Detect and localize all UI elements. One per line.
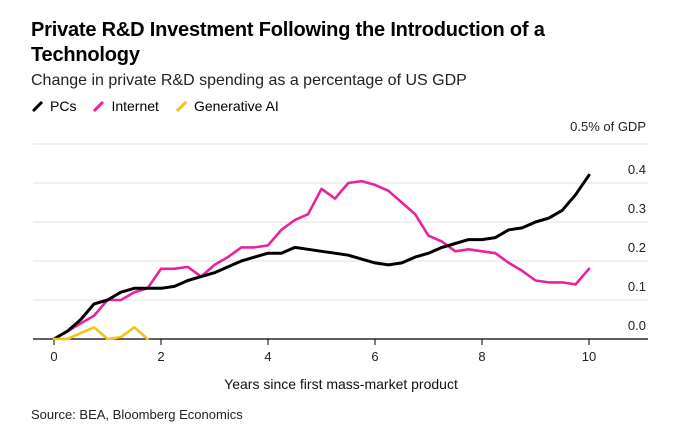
- y-tick-label: 0.4: [628, 162, 646, 177]
- source-note: Source: BEA, Bloomberg Economics: [31, 407, 243, 422]
- x-tick-label: 10: [582, 349, 596, 364]
- series-line-generative-ai: [52, 325, 149, 341]
- legend: PCs Internet Generative AI: [31, 98, 295, 114]
- y-tick-label: 0.0: [628, 318, 646, 333]
- x-tick-label: 2: [157, 349, 164, 364]
- y-tick-label: 0.1: [628, 279, 646, 294]
- legend-label-pcs: PCs: [50, 98, 77, 114]
- x-tick-label: 6: [371, 349, 378, 364]
- chart-title: Private R&D Investment Following the Int…: [31, 19, 545, 66]
- grid-layer: [33, 143, 648, 301]
- x-tick-label: 8: [478, 349, 485, 364]
- legend-label-generative-ai: Generative AI: [193, 98, 279, 114]
- y-tick-label: 0.2: [628, 240, 646, 255]
- x-axis-title: Years since first mass-market product: [224, 376, 458, 392]
- series-line-pcs: [52, 173, 591, 341]
- x-tick-label: 4: [264, 349, 271, 364]
- chart-subtitle: Change in private R&D spending as a perc…: [31, 72, 467, 89]
- y-tick-label: 0.3: [628, 201, 646, 216]
- axis-layer: 0.0 0.1 0.2 0.3 0.4 0 2 4 6 8 10: [33, 162, 648, 364]
- x-tick-label: 0: [50, 349, 57, 364]
- legend-item-generative-ai: Generative AI: [175, 98, 279, 114]
- series-layer: [52, 173, 591, 341]
- chart-plot: 0.0 0.1 0.2 0.3 0.4 0 2 4 6 8 10 0.5% of GDP Years…: [33, 119, 648, 392]
- y-axis-top-label: 0.5% of GDP: [570, 119, 646, 134]
- series-line-internet: [52, 179, 591, 341]
- legend-item-internet: Internet: [92, 98, 159, 114]
- legend-item-pcs: PCs: [31, 98, 76, 114]
- legend-label-internet: Internet: [111, 98, 159, 114]
